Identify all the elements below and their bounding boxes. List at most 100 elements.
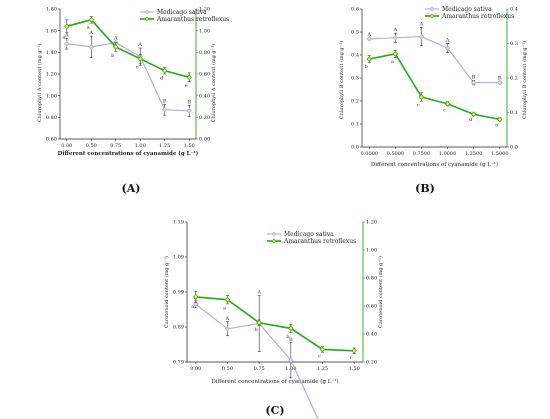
legend-marker-c-1 — [271, 238, 277, 244]
sig-letter-c-1: a — [223, 305, 226, 311]
x-tick-label-b: 1.0000 — [439, 151, 457, 157]
data-point-c-1 — [288, 325, 294, 332]
x-tick-label-b: 1.2500 — [465, 151, 483, 157]
y-tick-label-right-a: 1.20 — [199, 7, 210, 13]
y-tick-label-left-c: 1.19 — [173, 220, 184, 226]
legend-marker-c-0 — [271, 231, 277, 237]
sig-letter-a-0: B — [163, 98, 167, 104]
y-tick-label-right-c: 0.60 — [366, 304, 377, 310]
y-tick-label-right-a: 0.80 — [199, 50, 210, 56]
y-tick-label-right-a: 0.00 — [199, 137, 210, 143]
data-point-b-1 — [496, 116, 503, 123]
y-tick-label-left-a: 1.00 — [46, 93, 57, 99]
y-tick-label-left-b: 0.2 — [351, 99, 359, 105]
y-tick-label-right-c: 0.20 — [366, 360, 377, 366]
sig-letter-b-0: A — [419, 21, 424, 27]
sig-letter-b-1: c — [417, 103, 420, 109]
sig-letter-b-0: B — [498, 75, 502, 81]
x-tick-label-c: 0.75 — [254, 366, 265, 372]
y-tick-label-left-a: 0.60 — [46, 137, 57, 143]
y-tick-label-right-a: 0.40 — [199, 93, 210, 99]
data-point-a-0 — [186, 108, 192, 114]
data-point-a-0 — [161, 106, 168, 113]
sig-letter-b-1: a — [391, 59, 394, 65]
y-tick-label-right-c: 0.40 — [366, 332, 377, 338]
y-tick-label-left-a: 1.20 — [46, 72, 57, 78]
data-point-c-1 — [351, 348, 357, 354]
sig-letter-a-1: e — [185, 83, 188, 89]
y-tick-label-right-a: 0.60 — [199, 72, 210, 78]
y-axis-label-right-c: Carotenoid content (mg g⁻¹) — [377, 256, 384, 328]
legend-label-a-0: Medicago sativa — [157, 9, 207, 16]
data-point-b-1 — [418, 94, 425, 100]
sig-letter-b-1: e — [495, 122, 498, 128]
series-line-a-1 — [66, 18, 190, 79]
chart-b-plot: 0.0 0.1 0.2 0.3 0.4 0.5 0.6 0.0 0.1 0.2 0.3 0.4 0.00… — [338, 6, 528, 168]
y-axis-label-right-a: Chlorophyll A content (mg g⁻¹) — [210, 44, 217, 122]
sig-letter-a-1: a — [87, 25, 90, 31]
sig-letter-a-1: c — [136, 65, 139, 71]
data-point-b-1 — [470, 111, 477, 118]
data-point-b-0 — [470, 79, 477, 86]
y-tick-label-left-b: 0.3 — [351, 76, 359, 82]
y-tick-label-right-c: 1.00 — [366, 248, 377, 254]
legend-label-b-0: Medicago sativa — [442, 6, 492, 13]
x-tick-label-b: 0.7500 — [413, 151, 431, 157]
legend-label-c-1: Amaranthus retroflexus — [283, 238, 356, 245]
sig-letter-a-1: b — [111, 53, 114, 59]
sig-letter-a-0: A — [137, 42, 142, 48]
data-point-b-0 — [444, 45, 451, 51]
x-tick-label-b: 0.5000 — [387, 151, 405, 157]
data-point-b-0 — [496, 79, 503, 86]
legend-marker-a-0 — [144, 9, 150, 15]
series-line-b-1 — [369, 52, 500, 121]
y-axis-label-right-b: Chlorophyll B content (mg g⁻¹) — [521, 41, 528, 119]
x-tick-label-c: 0.50 — [222, 366, 233, 372]
y-axis-label-left-a: Chlorophyll A content (mg g⁻¹) — [36, 44, 43, 122]
data-point-c-1 — [256, 320, 262, 326]
data-point-b-1 — [392, 51, 399, 57]
x-tick-label-c: 1.50 — [349, 366, 360, 372]
y-tick-label-right-b: 0.0 — [510, 145, 518, 151]
x-axis-label-b: Different concentrations of cyanamide (g… — [371, 161, 498, 168]
data-point-b-0 — [418, 33, 425, 40]
y-tick-label-left-a: 0.80 — [46, 115, 57, 121]
series-line-b-0 — [369, 36, 500, 84]
y-tick-label-left-b: 0.5 — [351, 30, 359, 36]
y-tick-label-left-c: 0.79 — [173, 360, 184, 366]
x-tick-label-a: 0.75 — [110, 143, 121, 149]
sig-letter-b-1: c — [443, 107, 446, 113]
data-point-b-0 — [366, 36, 373, 42]
y-tick-label-left-a: 1.60 — [46, 28, 57, 34]
x-tick-label-a: 0.50 — [86, 143, 97, 149]
sig-letter-c-1: c — [350, 355, 353, 361]
sig-letter-b-0: A — [366, 32, 371, 38]
data-point-a-1 — [137, 56, 144, 62]
sig-letter-c-1: c — [318, 354, 321, 360]
y-tick-label-right-b: 0.1 — [510, 110, 518, 116]
panel-label-b: (B) — [415, 182, 435, 195]
sig-letter-c-0: A — [256, 290, 261, 296]
x-tick-label-a: 1.50 — [184, 143, 195, 149]
y-tick-label-right-b: 0.4 — [510, 7, 518, 13]
sig-letter-a-0: A — [88, 30, 93, 36]
data-point-b-1 — [366, 56, 373, 62]
x-axis-label-c: Different concentrations of cyanamide (g… — [211, 378, 338, 385]
series-line-a-0 — [66, 42, 190, 112]
series-line-c-0 — [195, 303, 319, 419]
data-point-a-1 — [186, 74, 192, 81]
panel-label-c: (C) — [265, 404, 284, 417]
data-point-c-1 — [224, 296, 231, 303]
data-point-a-0 — [64, 40, 70, 47]
chart-a-plot: 0.60 0.80 1.00 1.20 1.40 1.60 1.80 0.00 0.20 0.40… — [36, 7, 229, 157]
y-tick-label-left-b: 0.6 — [351, 7, 359, 13]
sig-letter-c-0: B — [289, 337, 293, 343]
data-point-c-0 — [224, 325, 231, 332]
legend-label-b-1: Amaranthus retroflexus — [441, 13, 514, 20]
sig-letter-b-0: A — [445, 38, 450, 44]
panel-label-a: (A) — [122, 182, 141, 195]
sig-letter-a-1: d — [160, 76, 164, 82]
sig-letter-b-1: d — [469, 117, 473, 123]
y-tick-label-left-b: 0.4 — [351, 53, 359, 59]
legend-marker-b-1 — [429, 13, 435, 19]
